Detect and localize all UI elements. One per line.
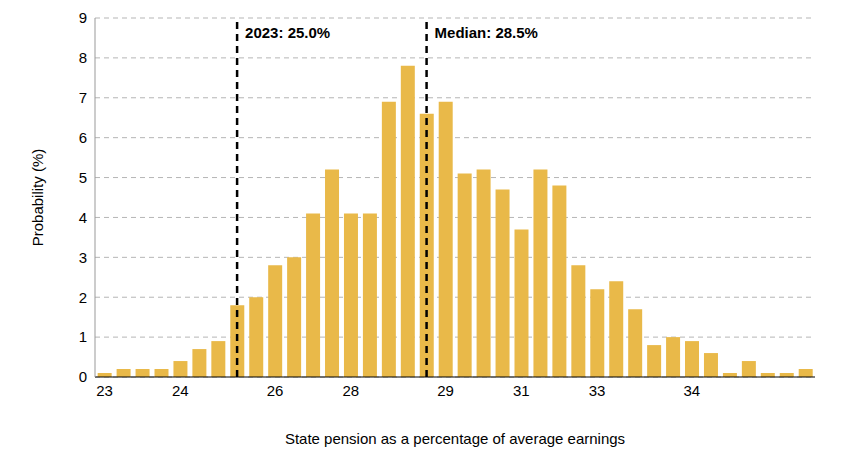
svg-text:0: 0 [79,368,87,385]
svg-text:9: 9 [79,9,87,26]
svg-text:29: 29 [437,382,454,399]
svg-text:26: 26 [267,382,284,399]
svg-text:31: 31 [513,382,530,399]
svg-text:3: 3 [79,249,87,266]
svg-text:24: 24 [172,382,189,399]
svg-text:1: 1 [79,328,87,345]
svg-text:34: 34 [683,382,700,399]
svg-text:Median: 28.5%: Median: 28.5% [435,24,538,41]
svg-text:5: 5 [79,169,87,186]
svg-text:23: 23 [96,382,113,399]
svg-text:State pension as a percentage: State pension as a percentage of average… [285,430,625,447]
svg-text:2023: 25.0%: 2023: 25.0% [245,24,330,41]
svg-text:Probability (%): Probability (%) [29,149,46,247]
svg-text:2: 2 [79,289,87,306]
svg-text:7: 7 [79,89,87,106]
svg-text:4: 4 [79,209,87,226]
svg-text:6: 6 [79,129,87,146]
svg-text:8: 8 [79,49,87,66]
svg-text:28: 28 [342,382,359,399]
svg-text:33: 33 [589,382,606,399]
